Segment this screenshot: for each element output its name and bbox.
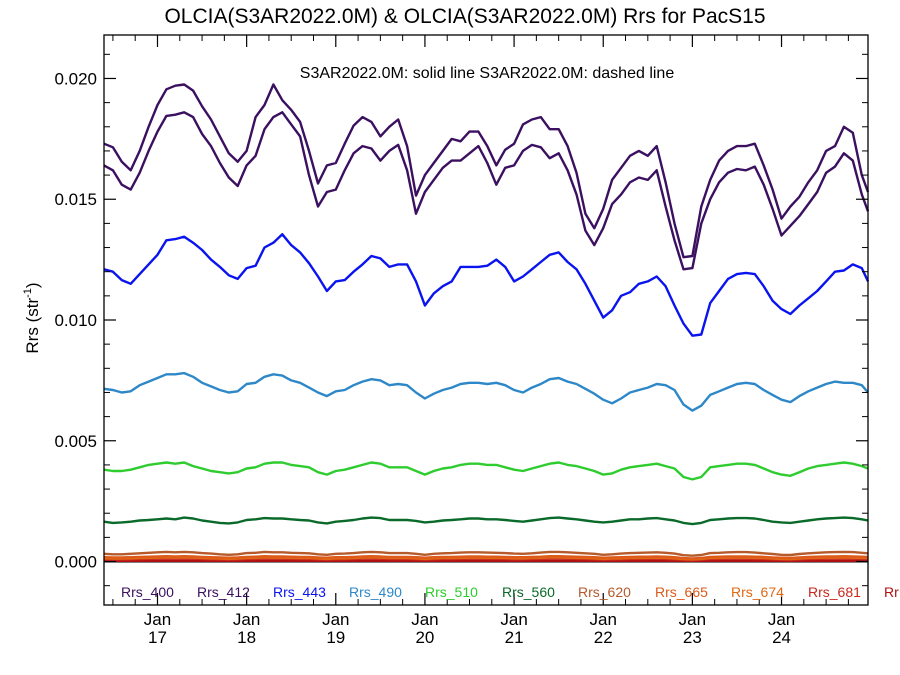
x-tick-label-day: 21 [505, 628, 524, 647]
axes-layer: 0.0000.0050.0100.0150.020Jan17Jan18Jan19… [54, 34, 869, 647]
legend-item-rrs-560: Rrs_560 [502, 584, 555, 600]
x-tick-label-day: 18 [237, 628, 256, 647]
legend-item-rrs-674: Rrs_674 [731, 584, 784, 600]
x-tick-label-month: Jan [144, 610, 171, 629]
x-tick-label-month: Jan [411, 610, 438, 629]
y-tick-label: 0.020 [54, 69, 97, 88]
series-line-rrs-443 [103, 233, 870, 337]
legend-item-rrs-665: Rrs_665 [655, 584, 708, 600]
legend-item-rrs-412: Rrs_412 [197, 584, 250, 600]
legend-item-rrs-510: Rrs_510 [425, 584, 478, 600]
chart-title: OLCIA(S3AR2022.0M) & OLCIA(S3AR2022.0M) … [164, 5, 765, 28]
chart-subtitle: S3AR2022.0M: solid line S3AR2022.0M: das… [300, 65, 675, 82]
x-tick-label-day: 19 [326, 628, 345, 647]
legend-item-rrs-620: Rrs_620 [578, 584, 631, 600]
series-line-rrs-560 [103, 516, 869, 526]
x-tick-label-month: Jan [679, 610, 706, 629]
x-tick-label-month: Jan [233, 610, 260, 629]
x-tick-label-day: 20 [415, 628, 434, 647]
y-tick-label: 0.015 [54, 190, 97, 209]
y-axis-title: Rrs (str-1) [22, 282, 42, 353]
x-tick-label-month: Jan [322, 610, 349, 629]
legend-item-rrs-443: Rrs_443 [273, 584, 326, 600]
legend: Rrs_400 Rrs_412 Rrs_443 Rrs_490 Rrs_510 Rrs_5… [121, 584, 899, 600]
y-tick-label: 0.010 [54, 311, 97, 330]
series-line-rrs-490 [103, 371, 869, 412]
x-tick-label-day: 17 [148, 628, 167, 647]
series-line-rrs-665 [103, 555, 869, 560]
x-tick-label-day: 22 [594, 628, 613, 647]
svg-text:Rrs (str-1): Rrs (str-1) [22, 282, 42, 353]
x-tick-label-month: Jan [500, 610, 527, 629]
legend-item-rr: Rr [884, 584, 899, 600]
series-line-rrs-620 [103, 550, 869, 557]
series-line-rrs-400 [103, 83, 870, 259]
x-tick-label-day: 24 [772, 628, 791, 647]
y-tick-label: 0.000 [54, 553, 97, 572]
y-axis-title-close: ) [23, 282, 42, 288]
x-tick-label-month: Jan [768, 610, 795, 629]
y-tick-label: 0.005 [54, 432, 97, 451]
legend-item-rrs-400: Rrs_400 [121, 584, 174, 600]
y-axis-title-text: Rrs (str [23, 298, 42, 354]
series-layer [103, 83, 870, 562]
legend-item-rrs-681: Rrs_681 [808, 584, 861, 600]
series-line-rrs-412 [103, 111, 870, 271]
series-line-rrs-510 [103, 461, 869, 481]
legend-item-rrs-490: Rrs_490 [349, 584, 402, 600]
y-axis-title-superscript: -1 [22, 288, 34, 298]
x-tick-label-day: 23 [683, 628, 702, 647]
x-tick-label-month: Jan [590, 610, 617, 629]
